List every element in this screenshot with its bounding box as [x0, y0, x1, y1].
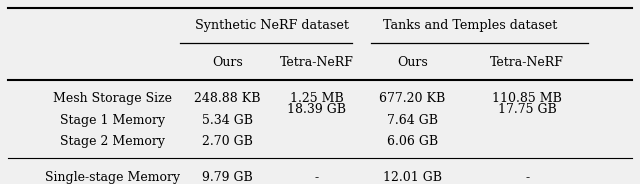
Text: Tetra-NeRF: Tetra-NeRF	[490, 56, 564, 69]
Text: Single-stage Memory: Single-stage Memory	[45, 171, 180, 184]
Text: 12.01 GB: 12.01 GB	[383, 171, 442, 184]
Text: Ours: Ours	[397, 56, 428, 69]
Text: 9.79 GB: 9.79 GB	[202, 171, 253, 184]
Text: Stage 1 Memory: Stage 1 Memory	[60, 114, 166, 127]
Text: 7.64 GB: 7.64 GB	[387, 114, 438, 127]
Text: 1.25 MB: 1.25 MB	[290, 92, 344, 105]
Text: 17.75 GB: 17.75 GB	[498, 103, 556, 116]
Text: Tanks and Temples dataset: Tanks and Temples dataset	[383, 19, 557, 32]
Text: 18.39 GB: 18.39 GB	[287, 103, 346, 116]
Text: 248.88 KB: 248.88 KB	[195, 92, 261, 105]
Text: -: -	[525, 171, 529, 184]
Text: 677.20 KB: 677.20 KB	[380, 92, 445, 105]
Text: Mesh Storage Size: Mesh Storage Size	[53, 92, 172, 105]
Text: Ours: Ours	[212, 56, 243, 69]
Text: 110.85 MB: 110.85 MB	[492, 92, 562, 105]
Text: Stage 2 Memory: Stage 2 Memory	[60, 135, 165, 148]
Text: Tetra-NeRF: Tetra-NeRF	[280, 56, 354, 69]
Text: -: -	[315, 171, 319, 184]
Text: 2.70 GB: 2.70 GB	[202, 135, 253, 148]
Text: 6.06 GB: 6.06 GB	[387, 135, 438, 148]
Text: Synthetic NeRF dataset: Synthetic NeRF dataset	[195, 19, 349, 32]
Text: 5.34 GB: 5.34 GB	[202, 114, 253, 127]
